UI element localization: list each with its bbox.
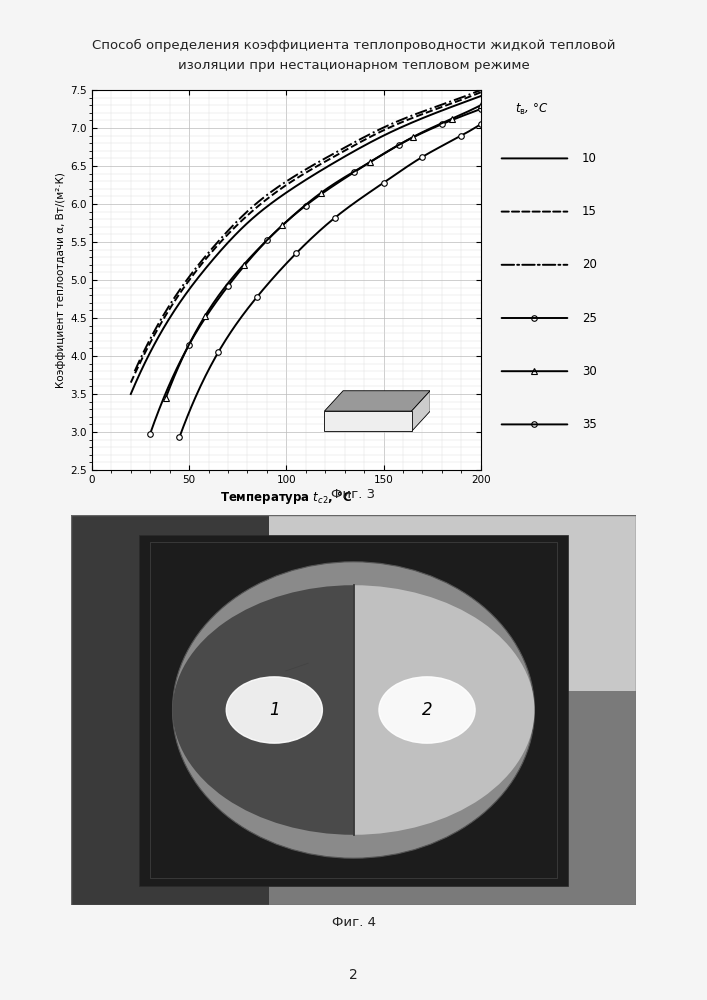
Bar: [150, 542, 557, 878]
Wedge shape: [173, 585, 354, 835]
Text: Фиг. 4: Фиг. 4: [332, 916, 375, 928]
Text: 35: 35: [582, 418, 597, 431]
Text: 2: 2: [349, 968, 358, 982]
Y-axis label: Коэффициент теплоотдачи α, Вт/(м²·К): Коэффициент теплоотдачи α, Вт/(м²·К): [57, 172, 66, 388]
Ellipse shape: [173, 562, 534, 858]
Text: Фиг. 3: Фиг. 3: [332, 488, 375, 502]
Bar: [139, 534, 568, 886]
Text: 15: 15: [582, 205, 597, 218]
Bar: [240, 515, 636, 690]
X-axis label: Температура $t_{c2}$, °C: Температура $t_{c2}$, °C: [221, 489, 352, 506]
Circle shape: [226, 677, 322, 743]
Wedge shape: [354, 585, 534, 835]
Text: $t_{\rm в}$, °С: $t_{\rm в}$, °С: [515, 101, 548, 117]
Text: 20: 20: [582, 258, 597, 271]
Text: 1: 1: [269, 701, 280, 719]
Text: изоляции при нестационарном тепловом режиме: изоляции при нестационарном тепловом реж…: [177, 58, 530, 72]
Text: 30: 30: [582, 365, 597, 378]
Text: 2: 2: [421, 701, 433, 719]
Circle shape: [379, 677, 475, 743]
Text: Способ определения коэффициента теплопроводности жидкой тепловой: Способ определения коэффициента теплопро…: [92, 38, 615, 52]
Bar: [71, 515, 269, 905]
Text: 10: 10: [582, 152, 597, 165]
Text: 25: 25: [582, 312, 597, 324]
